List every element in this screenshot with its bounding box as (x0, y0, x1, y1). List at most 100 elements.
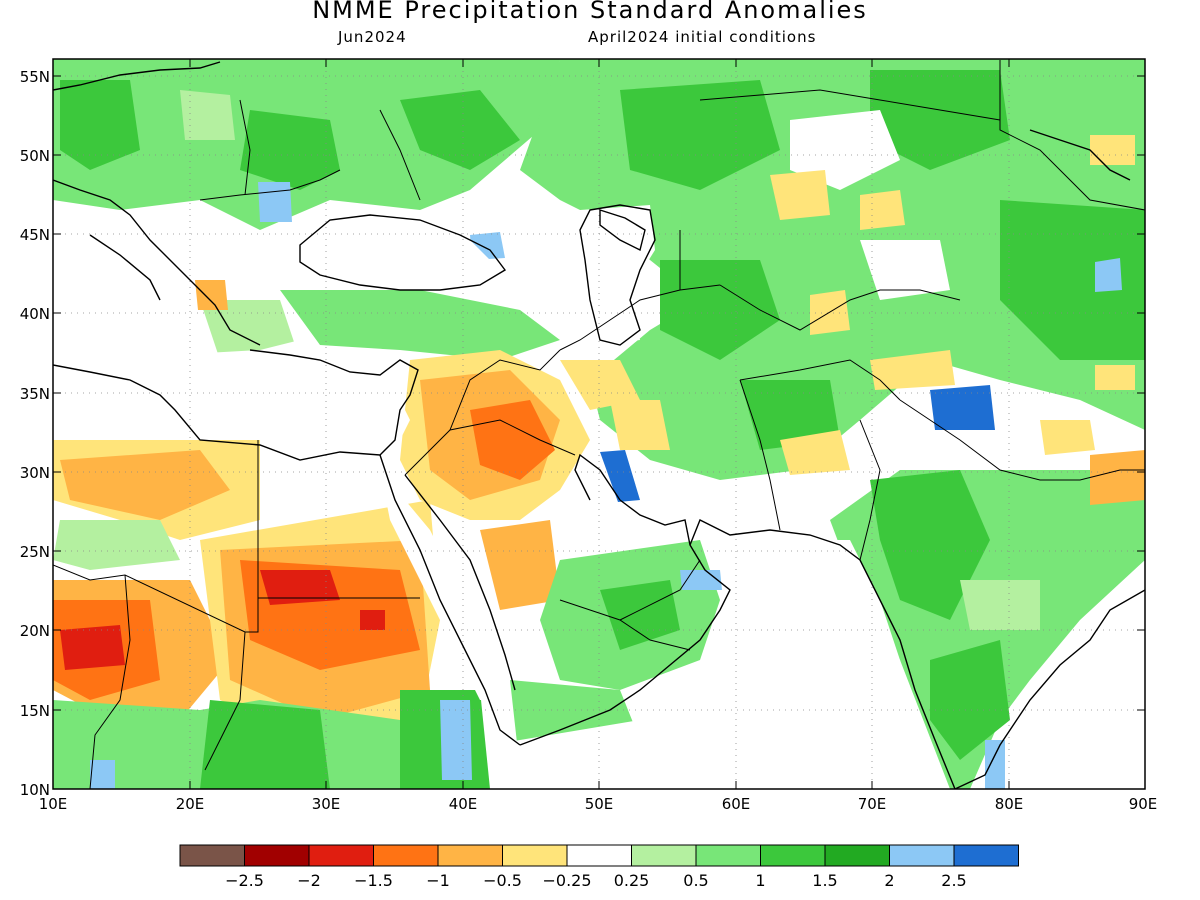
anomaly-region (620, 80, 780, 190)
colorbar-label: 0.5 (683, 871, 708, 890)
colorbar-swatch (179, 844, 245, 867)
anomaly-region (60, 450, 230, 520)
anomaly-region (770, 170, 830, 220)
lat-label: 35N (20, 385, 50, 403)
lat-ticks (53, 75, 1145, 711)
lon-label: 90E (1129, 795, 1158, 813)
lon-label: 30E (312, 795, 341, 813)
graticule (53, 59, 1145, 789)
anomaly-region (258, 182, 292, 222)
colorbar-swatch (631, 844, 697, 867)
map-panel (53, 59, 1145, 789)
anomaly-region (790, 110, 900, 190)
map-title: NMME Precipitation Standard Anomalies (312, 0, 868, 24)
anomaly-region (600, 450, 640, 502)
lon-label: 40E (449, 795, 478, 813)
anomaly-region (60, 80, 140, 170)
anomaly-region (560, 360, 640, 410)
anomaly-region (470, 400, 555, 480)
anomaly-region (870, 470, 990, 620)
anomaly-region (180, 90, 235, 140)
anomaly-region (480, 520, 560, 610)
anomaly-region (90, 760, 115, 789)
anomaly-region (985, 740, 1005, 789)
anomaly-region (360, 610, 385, 630)
colorbar-swatch (824, 844, 890, 867)
anomaly-region (600, 580, 680, 650)
colorbar-label: 1 (755, 871, 765, 890)
colorbar-swatch (308, 844, 374, 867)
colorbar-swatch (502, 844, 568, 867)
anomaly-region (870, 350, 955, 390)
initial-conditions-label: April2024 initial conditions (588, 28, 817, 46)
lon-label: 80E (995, 795, 1024, 813)
lat-label: 30N (20, 464, 50, 482)
colorbar-label: −0.25 (542, 871, 591, 890)
colorbar-label: 0.25 (614, 871, 650, 890)
anomaly-region (195, 280, 228, 310)
lat-label: 25N (20, 543, 50, 561)
anomaly-region (400, 90, 520, 170)
coastlines (53, 61, 1145, 789)
lat-label: 55N (20, 68, 50, 86)
colorbar-label: −1 (426, 871, 450, 890)
country-borders (53, 60, 1145, 789)
colorbar-label: −0.5 (483, 871, 522, 890)
colorbar-swatch (566, 844, 632, 867)
colorbar: −2.5 −2 −1.5 −1 −0.5 −0.25 0.25 0.5 1 1.5 2 2.5 (179, 844, 1019, 890)
colorbar-label: 1.5 (812, 871, 837, 890)
lon-ticks (189, 59, 1010, 789)
lon-label: 50E (585, 795, 614, 813)
lat-label: 20N (20, 622, 50, 640)
lat-label: 10N (20, 781, 50, 799)
lon-label: 70E (858, 795, 887, 813)
anomaly-region (960, 580, 1040, 630)
anomaly-region (930, 640, 1010, 760)
anomaly-region (200, 700, 330, 789)
anomaly-region (1095, 258, 1122, 292)
lat-label: 45N (20, 226, 50, 244)
lat-label: 40N (20, 305, 50, 323)
anomaly-region (870, 70, 1010, 170)
colorbar-swatch (244, 844, 310, 867)
lat-label: 15N (20, 702, 50, 720)
lon-label: 20E (176, 795, 205, 813)
sea-mask (490, 700, 700, 789)
anomaly-region (860, 190, 905, 230)
anomaly-region (53, 520, 180, 570)
sea-mask (380, 470, 510, 700)
lat-labels: 55N 50N 45N 40N 35N 30N 25N 20N 15N 10N (20, 68, 50, 799)
lat-label: 50N (20, 147, 50, 165)
colorbar-swatch (695, 844, 761, 867)
colorbar-swatch (953, 844, 1019, 867)
anomaly-region (60, 625, 125, 670)
anomaly-region (260, 570, 340, 605)
colorbar-label: −2.5 (225, 871, 264, 890)
anomaly-region (1000, 200, 1145, 360)
anomaly-region (1090, 450, 1145, 505)
anomaly-region (860, 240, 950, 300)
sea-mask (53, 340, 410, 450)
anomaly-region (660, 260, 780, 360)
lon-label: 60E (722, 795, 751, 813)
anomaly-region (930, 385, 995, 430)
colorbar-swatch (760, 844, 826, 867)
anomaly-region (1090, 135, 1135, 165)
colorbar-label: −1.5 (354, 871, 393, 890)
anomaly-region (1095, 365, 1135, 390)
anomaly-region (440, 700, 472, 780)
anomaly-region (610, 400, 670, 450)
anomaly-region (1040, 420, 1095, 455)
colorbar-swatch (889, 844, 955, 867)
colorbar-label: 2 (884, 871, 894, 890)
colorbar-swatch (437, 844, 503, 867)
colorbar-swatch (373, 844, 439, 867)
lon-label: 10E (39, 795, 68, 813)
anomaly-region (200, 300, 300, 360)
lon-labels: 10E 20E 30E 40E 50E 60E 70E 80E 90E (39, 795, 1158, 813)
anomaly-region (740, 380, 840, 450)
anomaly-region (280, 290, 560, 360)
forecast-month: Jun2024 (338, 28, 407, 46)
anomaly-region (240, 110, 340, 190)
